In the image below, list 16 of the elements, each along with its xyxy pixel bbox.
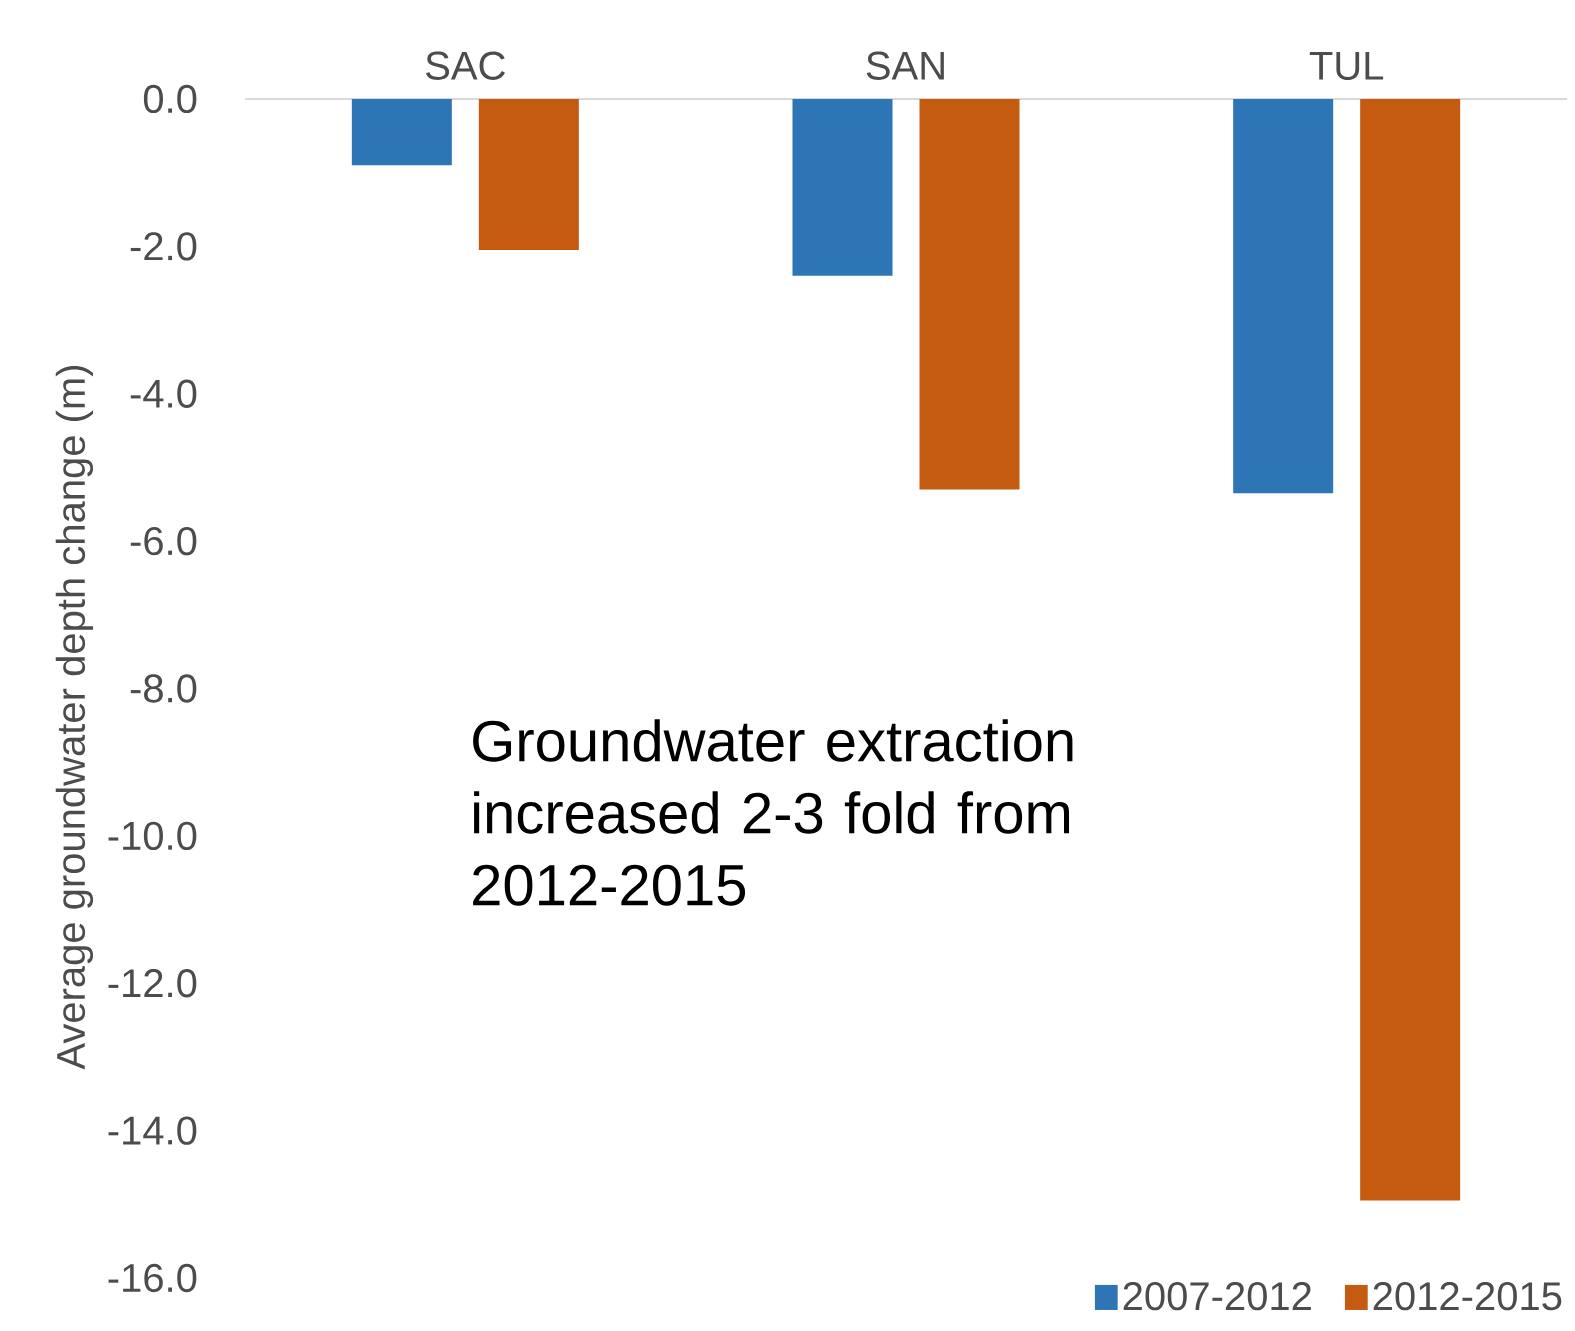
- legend-label: 2012-2015: [1373, 1282, 1562, 1311]
- x-tick-label: TUL: [1309, 52, 1384, 80]
- x-tick-label: SAN: [866, 51, 944, 80]
- x-tick-label: SAC: [426, 51, 505, 80]
- y-tick-label: -10.0: [108, 821, 197, 850]
- y-tick-label: 0.0: [143, 84, 197, 114]
- y-tick-label: -6.0: [130, 526, 197, 556]
- y-tick-label: -4.0: [130, 379, 197, 408]
- annotation: Groundwater extraction increased 2-3 fold from 2012-2015: [473, 719, 1073, 906]
- y-tick-label: -14.0: [108, 1116, 197, 1145]
- y-axis-title: Average groundwater depth change (m): [55, 365, 94, 1070]
- y-tick-label: -8.0: [130, 674, 197, 703]
- y-tick-label: -2.0: [130, 232, 197, 261]
- y-tick-label: -16.0: [108, 1263, 197, 1293]
- legend-label: 2007-2012: [1123, 1282, 1311, 1311]
- y-tick-label: -12.0: [108, 969, 197, 998]
